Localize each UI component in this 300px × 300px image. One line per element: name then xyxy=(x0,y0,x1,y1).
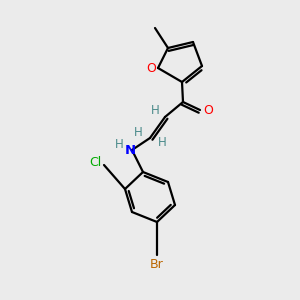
Text: Br: Br xyxy=(150,257,164,271)
Text: H: H xyxy=(115,139,123,152)
Text: N: N xyxy=(124,143,136,157)
Text: Cl: Cl xyxy=(89,155,101,169)
Text: O: O xyxy=(146,61,156,74)
Text: H: H xyxy=(151,103,159,116)
Text: H: H xyxy=(134,127,142,140)
Text: O: O xyxy=(203,103,213,116)
Text: H: H xyxy=(158,136,166,149)
